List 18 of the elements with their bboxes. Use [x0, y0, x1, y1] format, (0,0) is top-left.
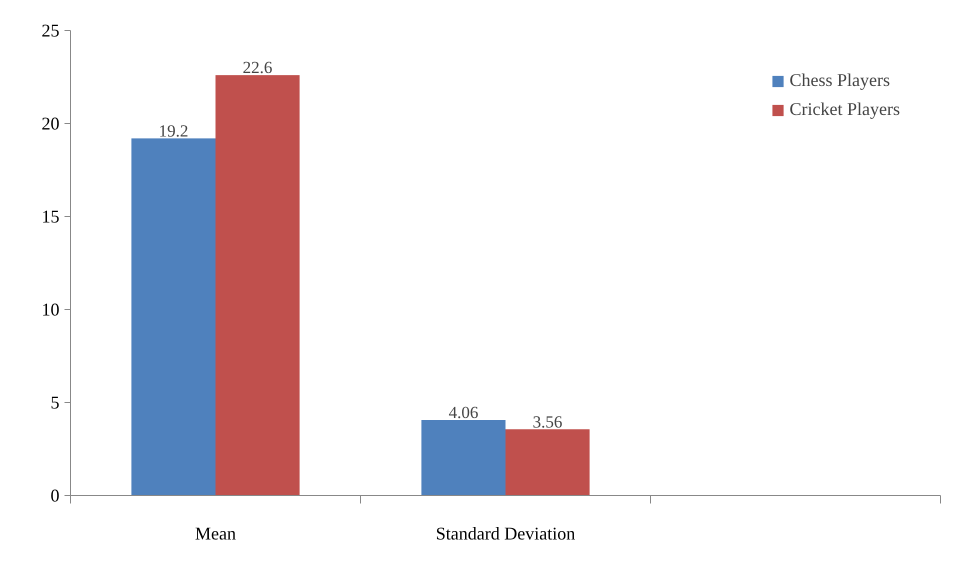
y-tick-label: 25 [42, 20, 60, 40]
y-tick-label: 5 [50, 392, 60, 412]
y-tick-label: 0 [50, 486, 60, 506]
y-tick-label: 20 [42, 114, 60, 134]
data-label: 19.2 [158, 121, 188, 140]
bar [216, 75, 300, 496]
x-tick-label: Mean [195, 524, 236, 544]
data-label: 3.56 [532, 412, 562, 432]
data-label: 22.6 [242, 58, 272, 78]
data-label: 4.06 [448, 402, 478, 422]
y-tick-label: 15 [42, 206, 60, 226]
bar [506, 429, 590, 496]
bar [131, 138, 216, 496]
bar [421, 420, 506, 496]
x-tick-label: Standard Deviation [436, 524, 576, 544]
legend-label: Chess Players [790, 70, 890, 91]
legend-label: Cricket Players [790, 99, 900, 120]
y-tick-label: 10 [42, 300, 60, 320]
